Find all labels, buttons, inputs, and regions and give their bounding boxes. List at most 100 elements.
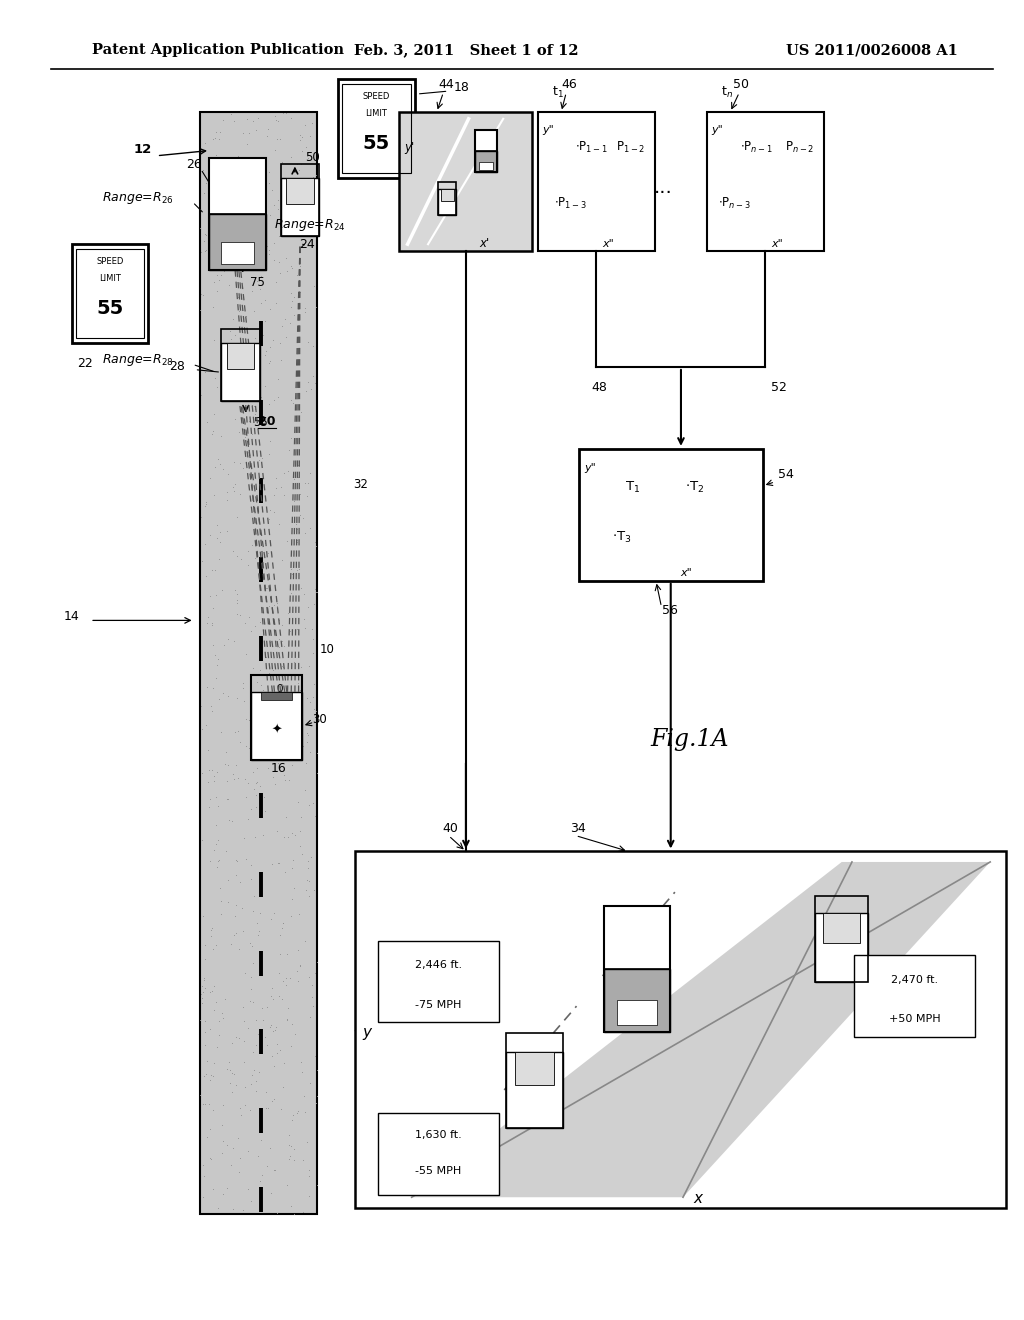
Bar [604,907,671,969]
Point [198,224,214,246]
Point [203,1065,219,1086]
Point [220,463,237,484]
Point [307,372,324,393]
Point [220,870,237,891]
Point [300,371,316,392]
Point [226,480,243,502]
Point [246,300,262,321]
Point [214,579,230,601]
Point [238,644,254,665]
Point [247,708,263,729]
Point [215,682,231,704]
Point [240,554,256,576]
Point [288,513,304,535]
Point [245,111,261,132]
Bar [338,79,415,178]
Point [229,342,246,363]
Point [207,644,223,665]
Bar [281,178,319,236]
Point [260,1097,276,1118]
Point [257,533,273,554]
Point [290,939,306,960]
Point [284,255,300,276]
Point [250,1146,266,1167]
Point [238,612,254,634]
Point [211,236,227,257]
Point [203,696,219,717]
Point [257,249,273,271]
Point [234,176,251,197]
Point [194,384,210,405]
Text: LIMIT: LIMIT [366,110,387,119]
Text: 20: 20 [258,414,275,428]
Point [199,1127,215,1148]
Point [219,686,236,708]
Point [234,123,251,144]
Point [229,603,246,624]
Text: 54: 54 [778,467,795,480]
Bar [438,189,457,215]
Point [204,560,220,581]
Point [206,975,222,997]
Point [245,657,261,678]
Point [294,141,310,162]
Point [231,1097,248,1118]
Point [306,805,323,826]
Point [280,461,296,482]
Point [193,198,209,219]
Point [271,853,288,874]
Point [205,634,221,655]
Text: x": x" [771,239,783,249]
Point [261,663,278,684]
Point [220,376,237,397]
Point [297,473,313,494]
Point [256,787,272,808]
Point [202,524,218,545]
Point [203,219,219,240]
Point [302,517,318,539]
Point [307,578,324,599]
Point [241,411,257,432]
Point [224,226,241,247]
Point [285,822,301,843]
Point [208,814,224,836]
Point [271,513,288,535]
Point [244,424,260,445]
Point [286,878,302,899]
Point [269,752,286,774]
Point [279,1008,295,1030]
Point [208,585,224,606]
Point [275,103,292,124]
Point [215,635,231,656]
Point [257,207,273,228]
Point [282,968,298,989]
Point [269,1041,286,1063]
Point [223,933,240,954]
Point [265,232,282,253]
Point [287,652,303,673]
Point [262,337,279,358]
Point [286,286,302,308]
Point [213,198,229,219]
Point [231,1148,248,1170]
Text: ✦: ✦ [271,723,282,737]
Point [228,593,245,614]
Point [252,279,268,300]
Point [214,209,230,230]
Point [220,809,237,830]
Point [233,407,250,428]
Point [274,656,291,677]
Point [193,242,209,263]
Point [308,1093,325,1114]
Point [224,1199,241,1220]
Point [257,345,273,366]
Point [244,1064,260,1085]
Point [229,157,246,178]
Text: $\cdot$P$_{1-3}$: $\cdot$P$_{1-3}$ [554,195,587,211]
Point [228,754,245,775]
Point [278,248,294,269]
Point [270,636,287,657]
Point [243,620,259,642]
Point [284,624,300,645]
Point [285,218,301,239]
